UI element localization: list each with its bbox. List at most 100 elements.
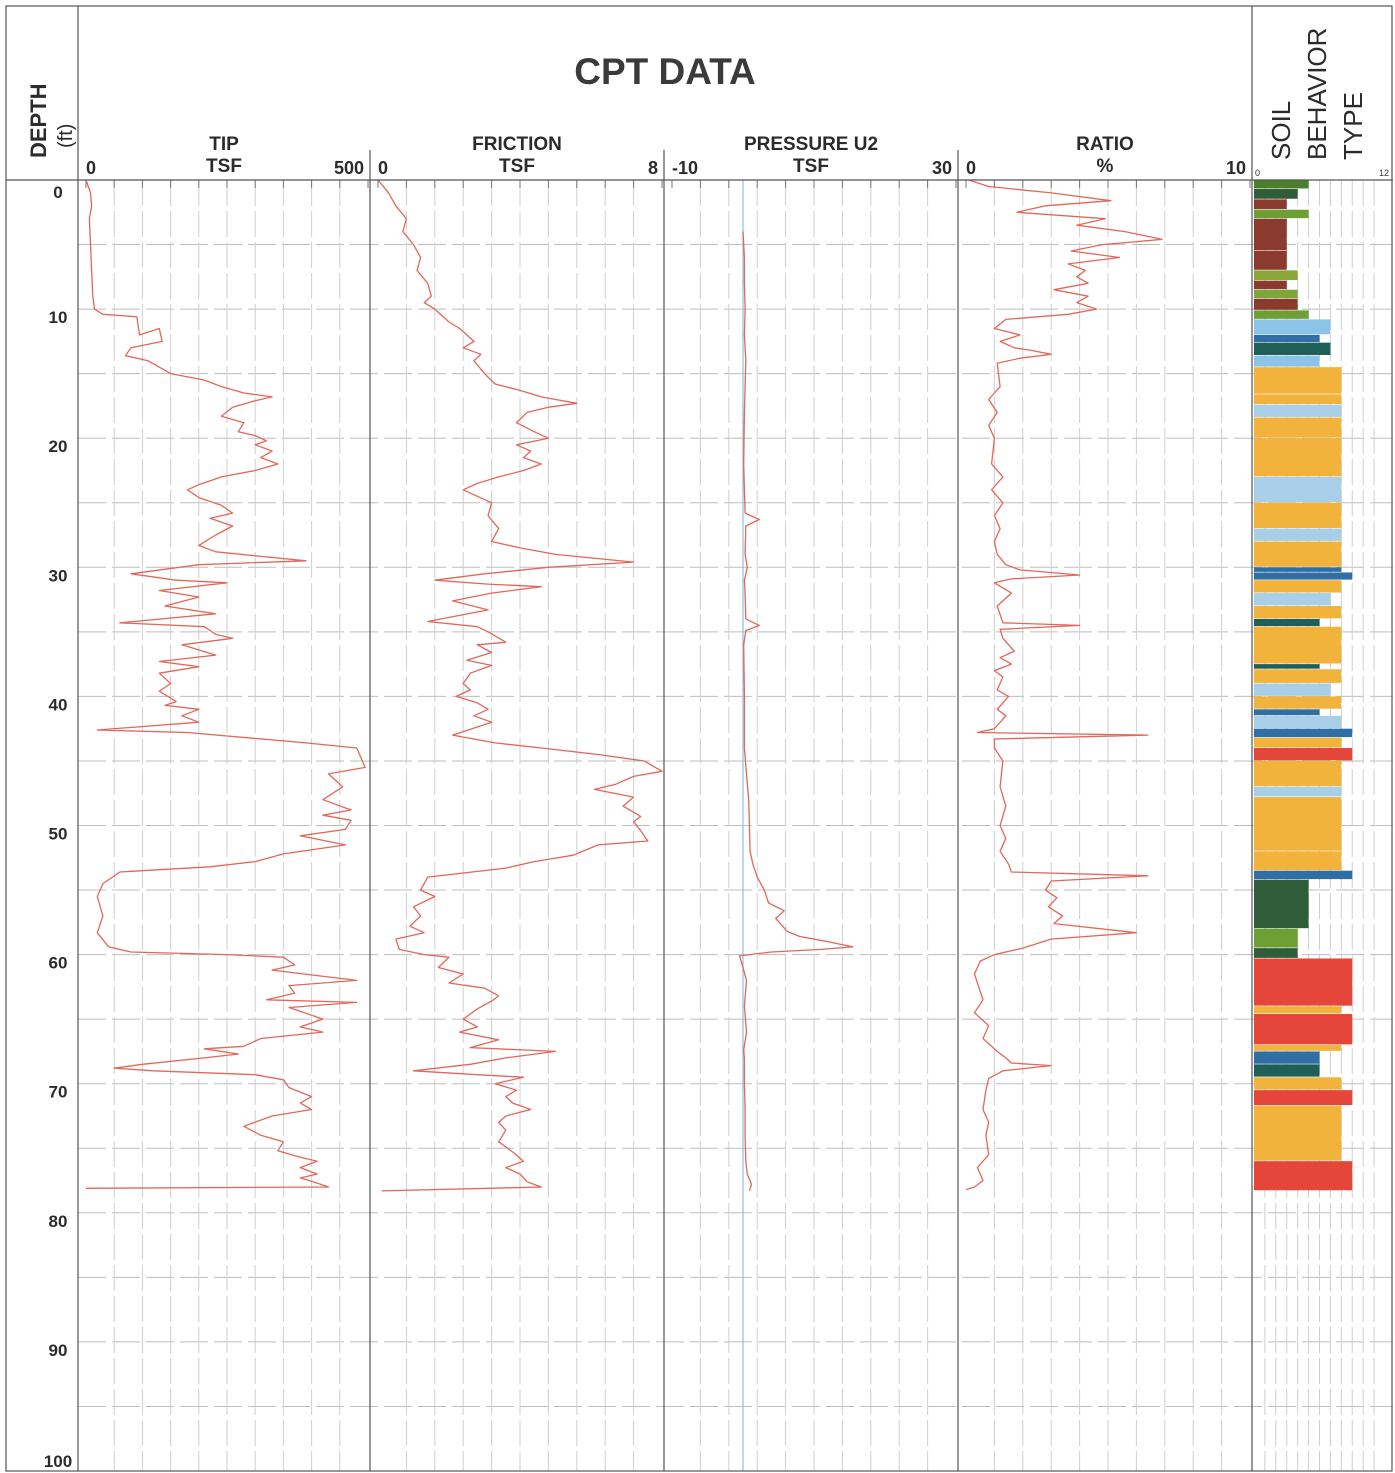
sbt-layer: [1254, 1090, 1353, 1106]
sbt-layer: [1254, 851, 1342, 871]
frame-layer: [5, 5, 1393, 1472]
depth-tick-label: 10: [49, 308, 68, 327]
sbt-layer: [1254, 696, 1342, 709]
sbt-label-line: TYPE: [1338, 92, 1368, 160]
track-label-friction: FRICTION: [472, 134, 562, 155]
depth-tick-label: 80: [49, 1212, 68, 1231]
sbt-layer: [1254, 438, 1342, 477]
depth-tick-label: 100: [44, 1452, 72, 1471]
sbt-layer: [1254, 404, 1342, 417]
sbt-layer: [1254, 728, 1353, 738]
sbt-min-label: 0: [1255, 168, 1260, 178]
trace-tip: [85, 179, 366, 1189]
sbt-layer: [1254, 528, 1342, 541]
sbt-layer: [1254, 1013, 1353, 1045]
sbt-layer: [1254, 715, 1342, 729]
sbt-label-line: BEHAVIOR: [1302, 28, 1332, 160]
sbt-layer: [1254, 218, 1287, 251]
sbt-layer: [1254, 1006, 1342, 1014]
sbt-layer: [1254, 593, 1331, 606]
sbt-layer: [1254, 958, 1353, 1006]
sbt-layer: [1254, 737, 1342, 748]
depth-tick-label: 20: [49, 437, 68, 456]
sbt-label-line: SOIL: [1266, 101, 1296, 160]
trace-ratio: [965, 179, 1163, 1191]
sbt-layer: [1254, 1105, 1342, 1161]
sbt-layer: [1254, 280, 1287, 290]
sbt-layer: [1254, 626, 1342, 664]
trace-friction: [377, 179, 663, 1192]
sbt-layer: [1254, 797, 1342, 851]
sbt-layer: [1254, 310, 1309, 319]
sbt-layer: [1254, 948, 1298, 958]
sbt-layer: [1254, 1064, 1320, 1077]
sbt-layer: [1254, 342, 1331, 355]
sbt-layer: [1254, 709, 1320, 716]
outer-frame: [5, 5, 1393, 1472]
sbt-layer: [1254, 618, 1320, 627]
track-min-ratio: 0: [966, 158, 976, 178]
sbt-layer: [1254, 572, 1353, 580]
sbt-layer: [1254, 209, 1309, 219]
track-max-friction: 8: [648, 158, 658, 178]
sbt-layer: [1254, 251, 1287, 270]
depth-tick-label: 50: [49, 825, 68, 844]
sbt-max-label: 12: [1379, 168, 1389, 178]
track-min-tip: 0: [86, 158, 96, 178]
sbt-layer: [1254, 189, 1298, 199]
sbt-layer: [1254, 1077, 1342, 1090]
data-layer: [85, 179, 1353, 1471]
sbt-layer: [1254, 367, 1342, 394]
sbt-layer: [1254, 669, 1342, 683]
sbt-layer: [1254, 567, 1342, 572]
track-unit-friction: TSF: [499, 156, 535, 177]
sbt-layer: [1254, 748, 1353, 761]
sbt-layer: [1254, 502, 1342, 528]
sbt-layer: [1254, 879, 1309, 929]
track-unit-ratio: %: [1097, 156, 1114, 177]
sbt-layer: [1254, 355, 1320, 367]
soil-behavior-header: SOIL BEHAVIOR TYPE 0 12: [1255, 28, 1389, 178]
sbt-layer: [1254, 334, 1320, 343]
depth-axis-label: DEPTH (ft): [26, 83, 77, 158]
track-min-friction: 0: [378, 158, 388, 178]
depth-tick-labels: 0 10 20 30 40 50 60 70 80 90 100: [44, 183, 72, 1471]
depth-tick-label: 0: [53, 183, 62, 202]
depth-unit-label: (ft): [55, 124, 77, 148]
sbt-layer: [1254, 1044, 1342, 1051]
grid-layer: [78, 180, 1393, 1471]
trace-pressure: [738, 231, 854, 1192]
track-max-tip: 500: [334, 158, 364, 178]
sbt-layer: [1254, 180, 1309, 189]
depth-tick-label: 60: [49, 954, 68, 973]
sbt-layer: [1254, 760, 1342, 787]
track-unit-pressure: TSF: [793, 156, 829, 177]
track-label-tip: TIP: [209, 134, 239, 155]
sbt-layer: [1254, 541, 1342, 567]
sbt-layer: [1254, 664, 1320, 669]
track-label-pressure: PRESSURE U2: [744, 134, 878, 155]
track-unit-tip: TSF: [206, 156, 242, 177]
sbt-layer: [1254, 786, 1342, 797]
track-label-ratio: RATIO: [1076, 134, 1134, 155]
sbt-layer: [1254, 298, 1298, 310]
depth-tick-label: 90: [49, 1341, 68, 1360]
sbt-layer: [1254, 683, 1331, 696]
sbt-layer: [1254, 270, 1298, 281]
chart-title: CPT DATA: [574, 51, 756, 92]
sbt-layer: [1254, 580, 1342, 593]
sbt-layer: [1254, 289, 1298, 299]
depth-label: DEPTH: [26, 83, 51, 158]
depth-tick-label: 40: [49, 695, 68, 714]
sbt-layer: [1254, 476, 1342, 503]
sbt-layer: [1254, 319, 1331, 335]
track-min-pressure: -10: [672, 158, 698, 178]
sbt-layer: [1254, 606, 1342, 619]
sbt-layer: [1254, 199, 1287, 210]
sbt-layer: [1254, 1161, 1353, 1191]
depth-tick-label: 30: [49, 566, 68, 585]
sbt-layer: [1254, 1051, 1320, 1064]
sbt-layer: [1254, 928, 1298, 948]
